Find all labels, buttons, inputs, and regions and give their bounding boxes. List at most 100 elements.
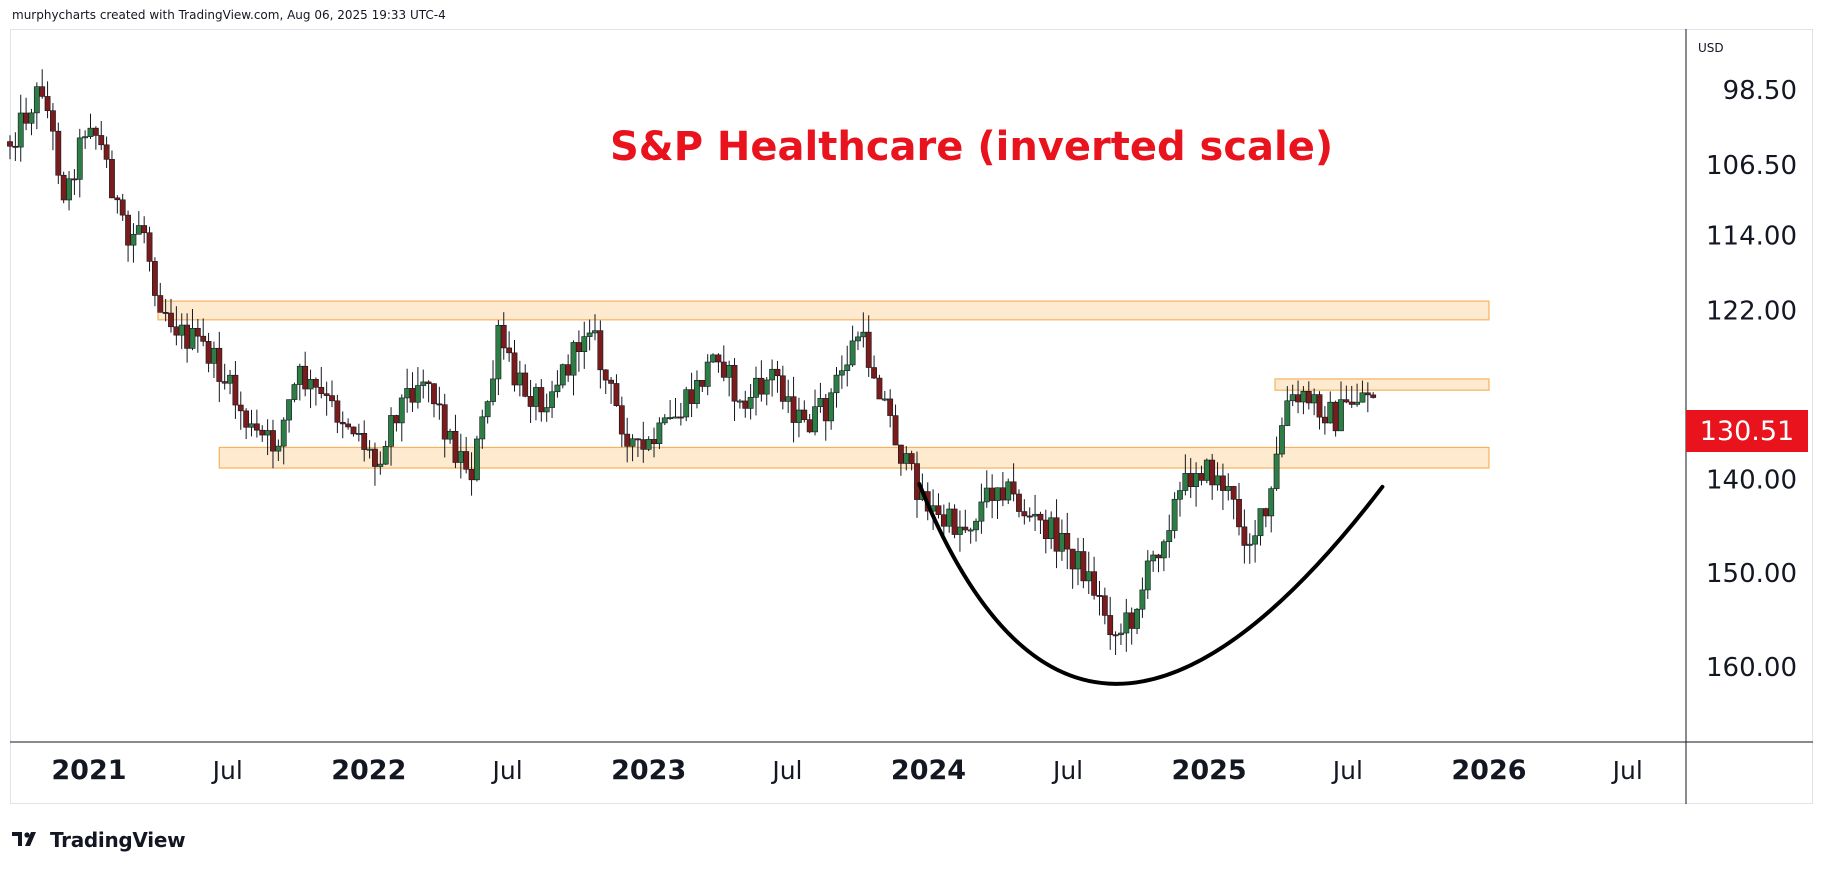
candle-body (468, 468, 475, 481)
candle-body (978, 501, 985, 522)
candle-body (1338, 399, 1344, 432)
candle-body (543, 407, 550, 413)
candle-body (817, 398, 824, 408)
time-tick-label: Jul (211, 756, 243, 785)
price-axis[interactable]: 98.50 106.50 114.00 122.00 140.00 150.00 160.0… (1706, 76, 1797, 683)
candle-body (264, 430, 271, 436)
candle-body (216, 347, 223, 382)
zone-rect[interactable] (157, 300, 1490, 321)
candle-body (828, 392, 835, 422)
zones-layer (157, 300, 1490, 469)
candle-body (1091, 571, 1098, 596)
candle-body (994, 487, 1001, 501)
candle-body (586, 332, 593, 337)
candle-body (146, 232, 153, 262)
candle-body (715, 354, 722, 363)
candle-body (592, 330, 598, 334)
candle-body (575, 342, 582, 352)
candle-body (114, 197, 121, 201)
candle-body (1273, 453, 1280, 489)
candle-body (1101, 595, 1108, 616)
time-tick-label: 2024 (891, 755, 966, 786)
price-tick-label: 160.00 (1706, 653, 1797, 683)
candle-body (570, 342, 577, 376)
candle-body (474, 438, 480, 481)
candle-body (785, 396, 792, 402)
candle-body (538, 387, 545, 413)
candle-body (1279, 425, 1285, 455)
candle-body (656, 422, 663, 445)
candle-body (1187, 473, 1194, 488)
zone-rect[interactable] (1274, 378, 1490, 391)
time-tick-label: 2023 (611, 755, 686, 786)
candle-body (1166, 530, 1173, 543)
time-tick-label: Jul (1611, 756, 1643, 785)
candle-body (1118, 632, 1124, 636)
candle-body (613, 383, 620, 406)
candle-body (1203, 459, 1210, 481)
candle-body (1252, 535, 1259, 545)
candle-body (720, 361, 727, 378)
candle-body (753, 377, 759, 398)
candle-body (914, 463, 920, 500)
time-tick-label: Jul (1331, 756, 1363, 785)
candle-body (597, 330, 604, 371)
candle-body (704, 361, 711, 387)
candle-body (1359, 392, 1366, 403)
candle-body (393, 415, 400, 424)
candle-body (629, 438, 636, 447)
candle-body (457, 451, 464, 463)
time-tick-label: Jul (1051, 756, 1083, 785)
candle-body (1128, 612, 1135, 629)
candle-body (184, 324, 191, 349)
candle-body (849, 340, 856, 366)
candle-body (779, 375, 786, 402)
rounded-bottom-arc[interactable] (917, 482, 1385, 686)
candle-body (431, 383, 437, 405)
candle-body (957, 526, 963, 535)
candle-body (860, 331, 867, 338)
candle-body (259, 429, 266, 436)
candle-body (92, 127, 99, 136)
candle-body (935, 505, 942, 515)
tradingview-logo-icon (12, 832, 36, 846)
candle-body (232, 374, 239, 406)
candle-body (103, 144, 110, 160)
candle-body (1284, 400, 1291, 426)
candle-body (1155, 554, 1162, 559)
zone-rect[interactable] (218, 446, 1490, 469)
candle-body (516, 372, 523, 386)
time-axis[interactable]: 2021 Jul 2022 Jul 2023 Jul 2024 Jul 2025 Jul 2026 J… (51, 755, 1642, 786)
candle-body (441, 404, 448, 440)
candle-body (1021, 511, 1028, 517)
candle-body (758, 377, 765, 395)
candle-body (66, 178, 72, 201)
candle-body (1262, 508, 1269, 517)
candle-body (44, 96, 51, 111)
candle-body (736, 400, 743, 403)
candle-body (398, 397, 405, 424)
candle-body (908, 453, 915, 464)
candle-body (967, 529, 974, 532)
candle-body (989, 487, 996, 501)
candle-body (82, 136, 89, 139)
candle-body (694, 380, 700, 404)
candle-body (361, 433, 368, 450)
candle-body (1289, 394, 1296, 402)
candle-body (833, 374, 840, 394)
candle-body (898, 444, 904, 464)
candle-body (388, 415, 394, 447)
candle-body (1198, 473, 1205, 481)
candle-body (33, 86, 40, 114)
price-tick-label: 140.00 (1706, 465, 1797, 495)
candle-body (1246, 543, 1253, 546)
tradingview-logo[interactable]: TradingView (12, 828, 186, 852)
candle-body (329, 395, 335, 402)
candle-body (1295, 394, 1301, 403)
candle-body (796, 409, 802, 423)
chart-frame (10, 29, 1813, 804)
candle-body (307, 379, 314, 390)
candle-body (1026, 515, 1033, 518)
candle-body (962, 526, 969, 531)
